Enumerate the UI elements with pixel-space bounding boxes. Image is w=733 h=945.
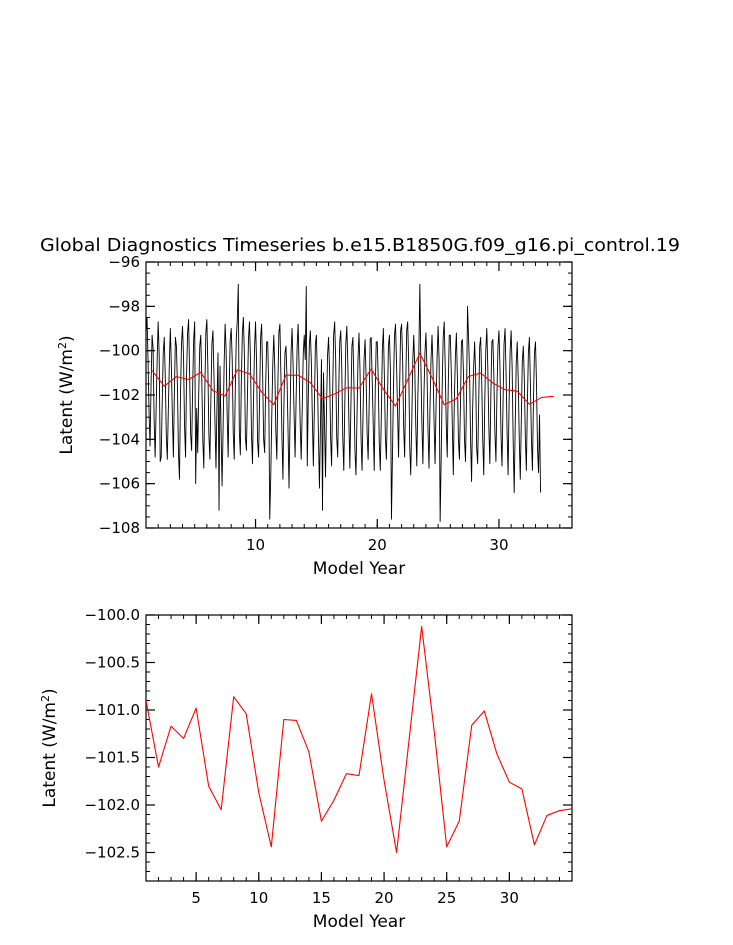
chart-title: Global Diagnostics Timeseries b.e15.B185… — [40, 236, 680, 256]
y-tick-label: −101.0 — [84, 701, 140, 719]
y-axis-label: Latent (W/m2) — [39, 688, 61, 807]
y-tick-label: −101.5 — [84, 749, 140, 767]
y-tick-label: −100 — [99, 342, 140, 360]
x-tick-label: 10 — [249, 889, 268, 907]
x-tick-label: 20 — [375, 889, 394, 907]
y-tick-label: −100.0 — [84, 606, 140, 624]
x-tick-label: 25 — [437, 889, 456, 907]
y-tick-label: −98 — [108, 297, 140, 315]
x-tick-label: 5 — [191, 889, 201, 907]
series-line-annual — [151, 352, 554, 407]
x-tick-label: 10 — [246, 536, 265, 554]
y-tick-label: −96 — [108, 253, 140, 271]
y-axis-label: Latent (W/m2) — [56, 335, 78, 454]
y-tick-label: −104 — [99, 430, 140, 448]
y-tick-label: −102.5 — [84, 844, 140, 862]
x-tick-label: 20 — [368, 536, 387, 554]
series-line-monthly — [146, 283, 542, 522]
x-axis-label: Model Year — [313, 912, 405, 932]
y-tick-label: −108 — [99, 519, 140, 537]
y-tick-label: −106 — [99, 475, 140, 493]
plot-annual: 5 10 15 20 25 30 −102.5 −102.0 −101.5 −101.0 −100.… — [39, 606, 573, 932]
y-tick-label: −102 — [99, 386, 140, 404]
x-tick-label: 30 — [500, 889, 519, 907]
series-line-annual — [146, 625, 572, 854]
y-tick-label: −100.5 — [84, 654, 140, 672]
x-tick-label: 15 — [312, 889, 331, 907]
plot-frame — [145, 261, 573, 529]
plot-frame — [145, 614, 573, 882]
plot-monthly-annual: 10 20 30 −108 −106 −104 −102 −100 −98 −96 Model Ye… — [56, 253, 573, 579]
x-tick-label: 30 — [489, 536, 508, 554]
y-tick-label: −102.0 — [84, 796, 140, 814]
x-axis-label: Model Year — [313, 559, 405, 579]
